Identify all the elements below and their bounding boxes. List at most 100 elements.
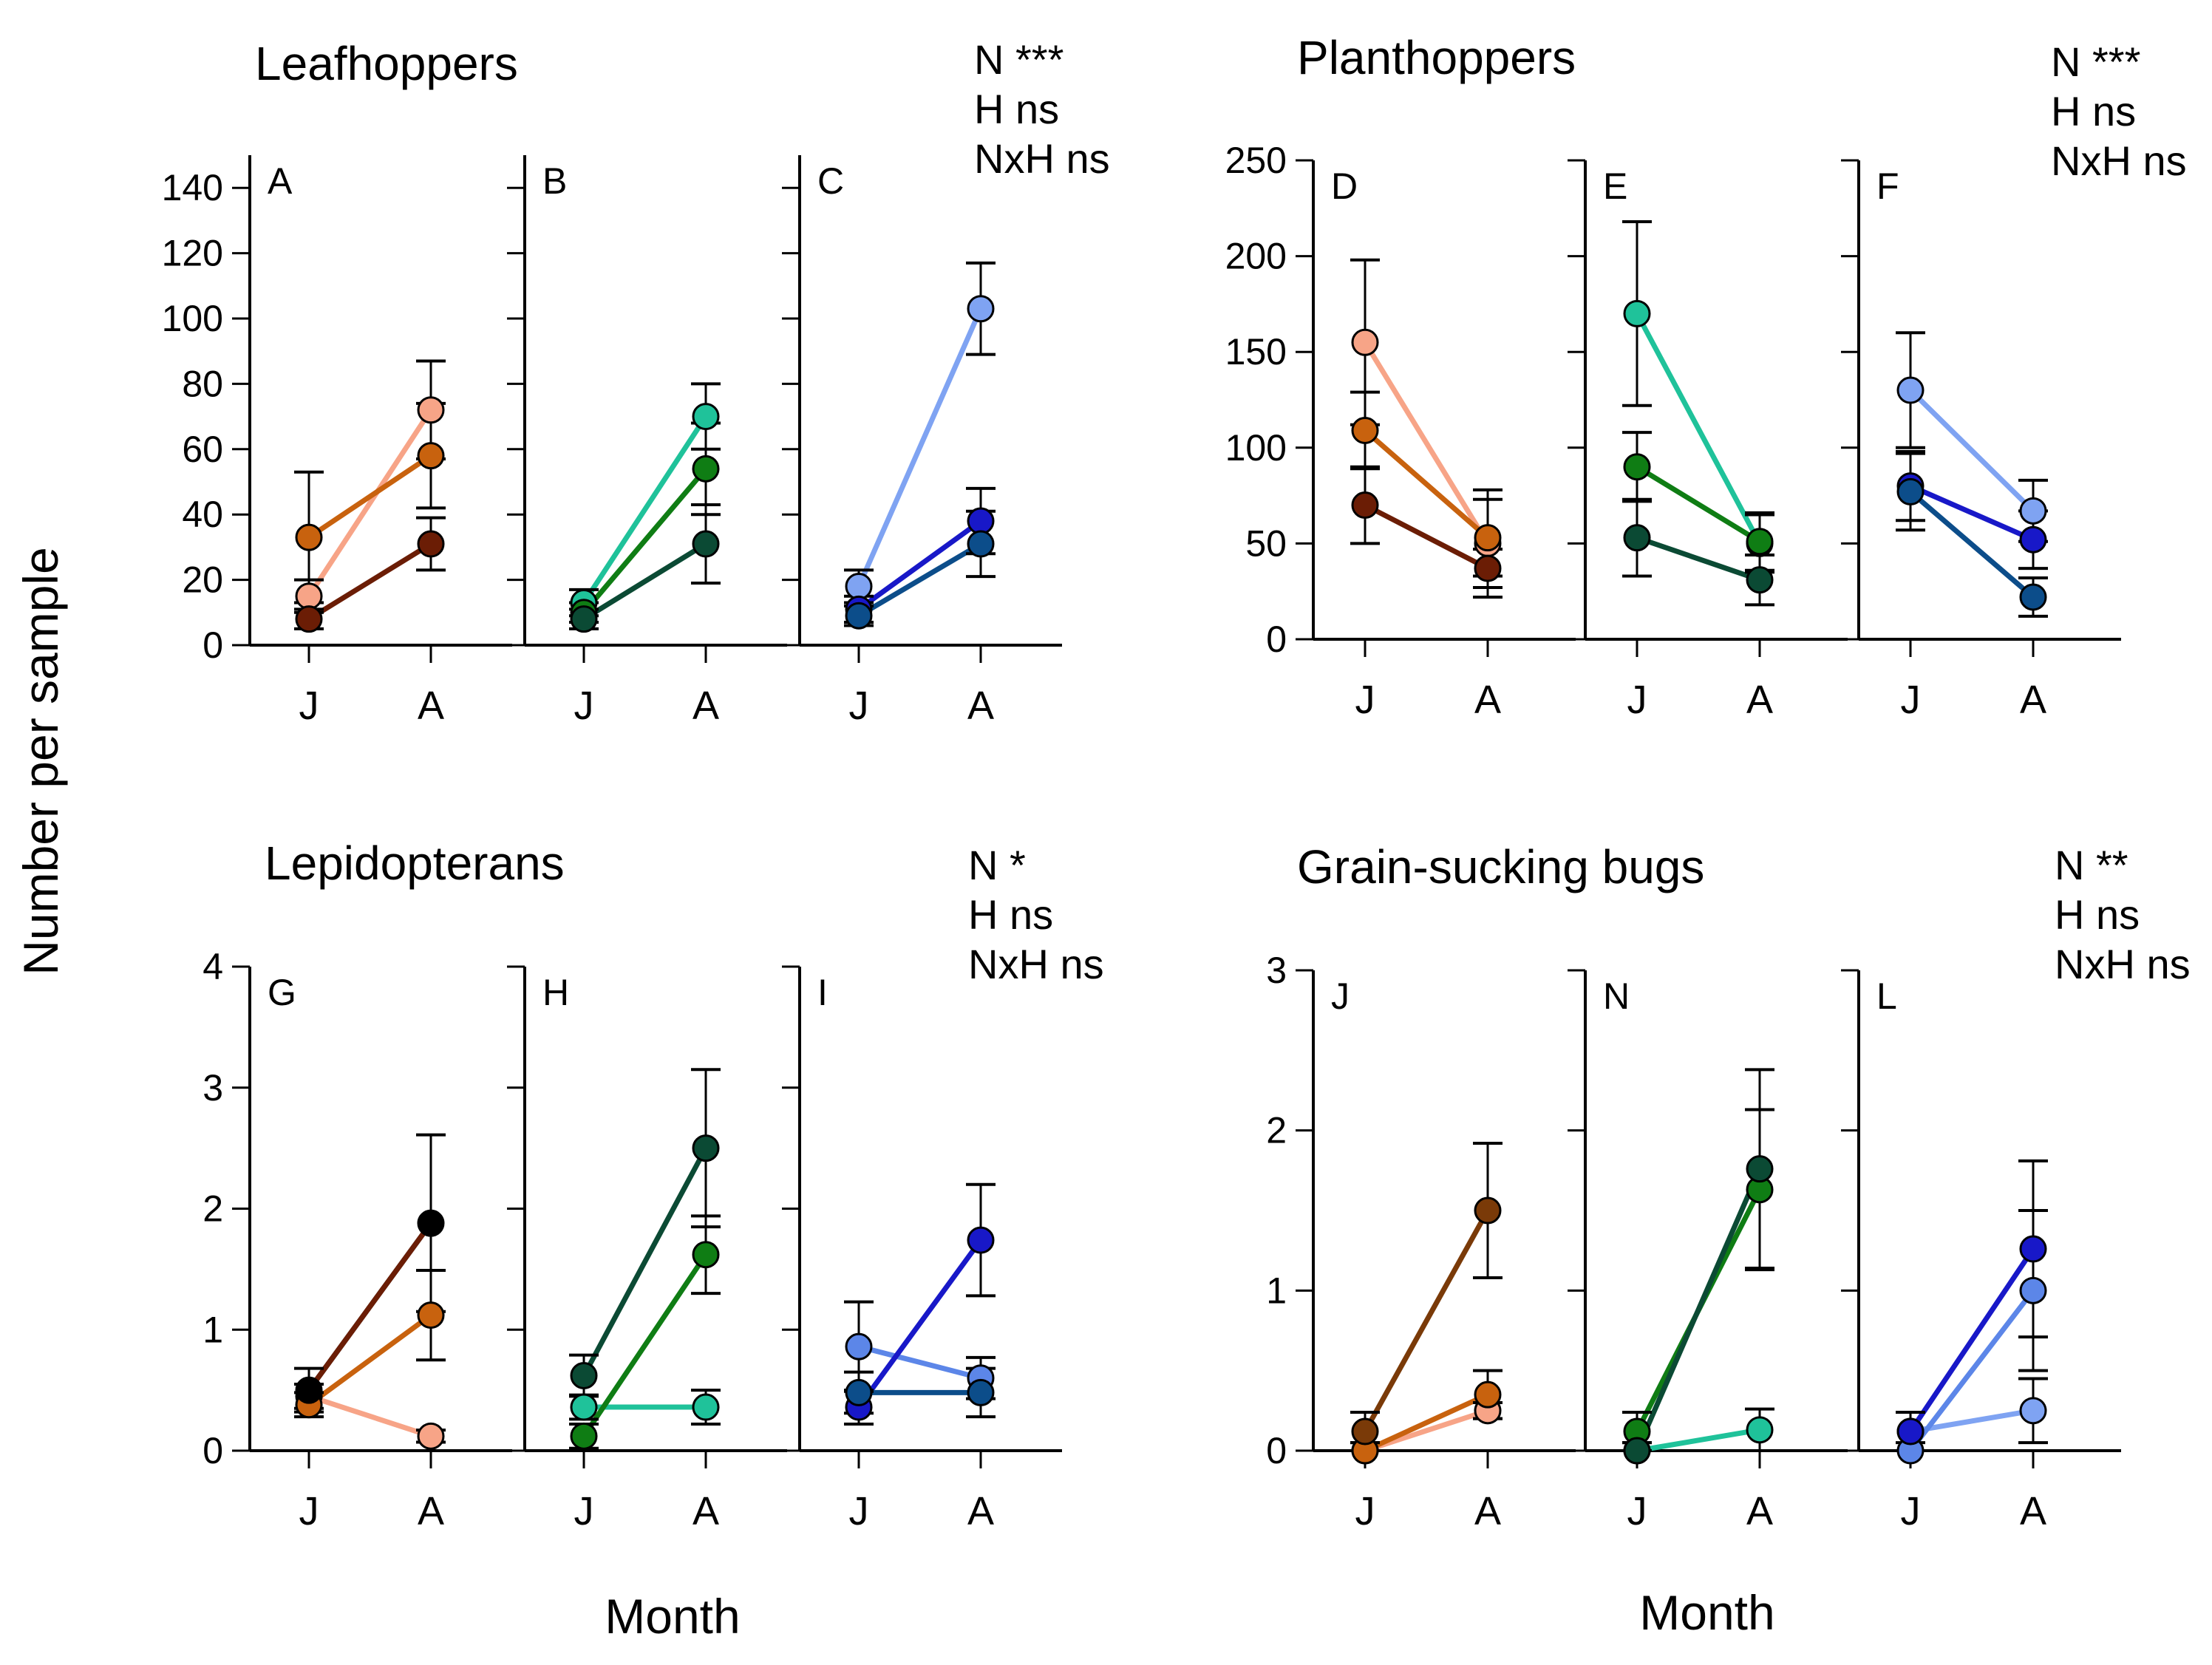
- series-line: [1634, 310, 1763, 546]
- x-tick-label: A: [692, 684, 719, 728]
- chart-title: Lepidopterans: [265, 837, 565, 890]
- x-tick-label: A: [418, 684, 444, 728]
- y-tick-label: 200: [1225, 236, 1287, 277]
- x-axis-title-right: Month: [1639, 1585, 1774, 1640]
- stat-label: H ns: [968, 891, 1053, 938]
- y-tick-label: 20: [182, 559, 223, 601]
- x-tick-label: J: [1355, 1489, 1375, 1533]
- series-line: [1634, 464, 1763, 545]
- y-tick-label: 0: [1266, 1430, 1287, 1471]
- data-point: [1623, 1437, 1651, 1465]
- series-line: [1362, 339, 1491, 546]
- x-tick-label: A: [1474, 1489, 1501, 1533]
- y-tick-label: 150: [1225, 331, 1287, 372]
- data-point: [295, 523, 323, 551]
- y-tick-label: 4: [203, 946, 223, 987]
- data-point: [2019, 1397, 2047, 1425]
- y-tick-label: 1: [1266, 1270, 1287, 1311]
- data-point: [1746, 1416, 1774, 1444]
- panel-letter: H: [542, 972, 569, 1013]
- data-point: [295, 605, 323, 633]
- series-line: [1634, 535, 1763, 583]
- data-point: [692, 1393, 720, 1421]
- series-line: [856, 541, 984, 619]
- y-tick-label: 50: [1245, 522, 1287, 564]
- series-line: [581, 541, 709, 622]
- data-point: [2019, 1276, 2047, 1304]
- panel-letter: I: [817, 972, 828, 1013]
- data-point: [2019, 583, 2047, 611]
- panel-letter: B: [542, 160, 567, 202]
- panel-D: 0 50 100 150 200 250 J A D: [1225, 140, 1576, 722]
- series-line: [306, 541, 434, 622]
- series-line: [1908, 1246, 2036, 1434]
- series-line: [1634, 1427, 1763, 1454]
- stat-label: NxH ns: [968, 941, 1104, 987]
- data-point: [1474, 554, 1502, 582]
- x-tick-label: A: [692, 1489, 719, 1533]
- panel-A: 0 20 40 60 80 100 120 140 J A A: [162, 155, 512, 728]
- series-line: [306, 1312, 434, 1408]
- x-tick-label: A: [1746, 678, 1773, 722]
- x-tick-label: J: [1901, 1489, 1921, 1533]
- data-point: [1474, 524, 1502, 552]
- series-line: [1362, 427, 1491, 541]
- x-tick-label: J: [1627, 678, 1647, 722]
- stat-label: N **: [2055, 842, 2128, 888]
- x-tick-label: A: [2020, 678, 2046, 722]
- data-point: [570, 1422, 598, 1450]
- stat-label: N *: [968, 842, 1026, 888]
- y-tick-label: 1: [203, 1309, 223, 1350]
- panel-L: J A L: [1841, 969, 2121, 1533]
- y-tick-label: 2: [203, 1188, 223, 1230]
- chart-title: Planthoppers: [1297, 31, 1576, 84]
- data-point: [967, 1226, 995, 1254]
- data-point: [417, 530, 445, 558]
- data-point: [1746, 566, 1774, 594]
- data-point: [1351, 328, 1379, 356]
- data-point: [417, 1209, 445, 1237]
- x-tick-label: J: [1627, 1489, 1647, 1533]
- stat-label: H ns: [2055, 891, 2140, 938]
- y-tick-label: 250: [1225, 140, 1287, 181]
- data-point: [845, 602, 873, 630]
- x-tick-label: A: [967, 1489, 994, 1533]
- panel-C: J A C: [782, 155, 1062, 728]
- series-line: [856, 306, 984, 589]
- chart-title: Leafhoppers: [255, 37, 518, 90]
- stat-label: NxH ns: [974, 135, 1110, 182]
- data-point: [692, 530, 720, 558]
- data-point: [2019, 497, 2047, 525]
- data-point: [417, 1301, 445, 1329]
- data-point: [1474, 1380, 1502, 1409]
- data-point: [295, 1376, 323, 1404]
- y-tick-label: 0: [1266, 619, 1287, 660]
- data-point: [2019, 525, 2047, 554]
- panel-N: J A N: [1568, 969, 1848, 1533]
- series-line: [581, 1252, 709, 1439]
- panel-B: J A B: [507, 155, 787, 728]
- data-point: [692, 454, 720, 483]
- x-tick-label: A: [967, 684, 994, 728]
- panel-I: J A I: [782, 965, 1062, 1533]
- panel-letter: N: [1603, 975, 1630, 1017]
- y-tick-label: 100: [1225, 427, 1287, 469]
- data-point: [417, 396, 445, 424]
- data-point: [1351, 1417, 1379, 1446]
- y-tick-label: 140: [162, 167, 223, 208]
- series-line: [856, 1344, 984, 1381]
- series-line: [581, 414, 709, 606]
- data-point: [967, 507, 995, 535]
- x-tick-label: J: [1355, 678, 1375, 722]
- y-tick-label: 3: [203, 1067, 223, 1109]
- y-tick-label: 100: [162, 298, 223, 339]
- data-point: [570, 1361, 598, 1389]
- x-tick-label: J: [849, 1489, 869, 1533]
- series-line: [306, 407, 434, 599]
- panel-letter: E: [1603, 166, 1627, 207]
- panel-letter: L: [1876, 975, 1897, 1017]
- stat-label: H ns: [974, 86, 1059, 132]
